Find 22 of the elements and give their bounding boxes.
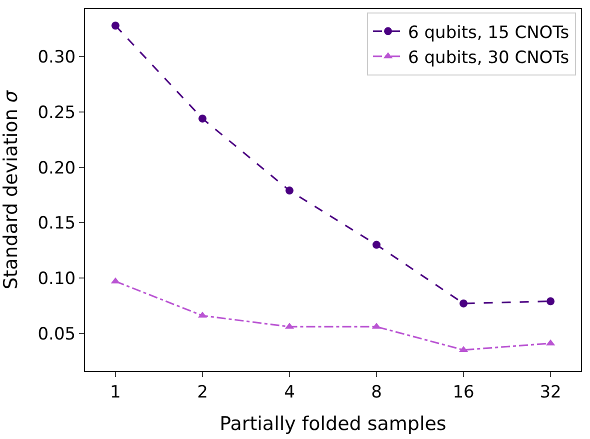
- point: [546, 297, 555, 306]
- point: [111, 22, 120, 30]
- x-tick-label: 1: [110, 382, 121, 402]
- y-tick-label: 0.15: [38, 214, 76, 234]
- x-axis-title: Partially folded samples: [220, 413, 446, 436]
- y-tick-label: 0.30: [38, 48, 76, 68]
- x-tick-label: 32: [540, 382, 562, 402]
- point: [198, 114, 206, 123]
- x-tick-label: 4: [284, 382, 295, 402]
- y-tick-label: 0.05: [38, 324, 76, 344]
- x-tick-label: 16: [452, 382, 474, 402]
- y-axis-title: Standard deviation σ: [0, 90, 22, 290]
- y-tick-label: 0.25: [38, 102, 76, 123]
- x-tick-label: 2: [197, 382, 208, 402]
- y-tick-label: 0.20: [38, 158, 76, 178]
- point: [285, 186, 294, 195]
- point: [372, 240, 381, 249]
- point: [460, 299, 468, 308]
- legend-label: 6 qubits, 15 CNOTs: [408, 22, 570, 43]
- x-tick-label: 8: [371, 382, 382, 402]
- legend-label: 6 qubits, 30 CNOTs: [408, 48, 570, 68]
- y-tick-label: 0.10: [38, 268, 76, 289]
